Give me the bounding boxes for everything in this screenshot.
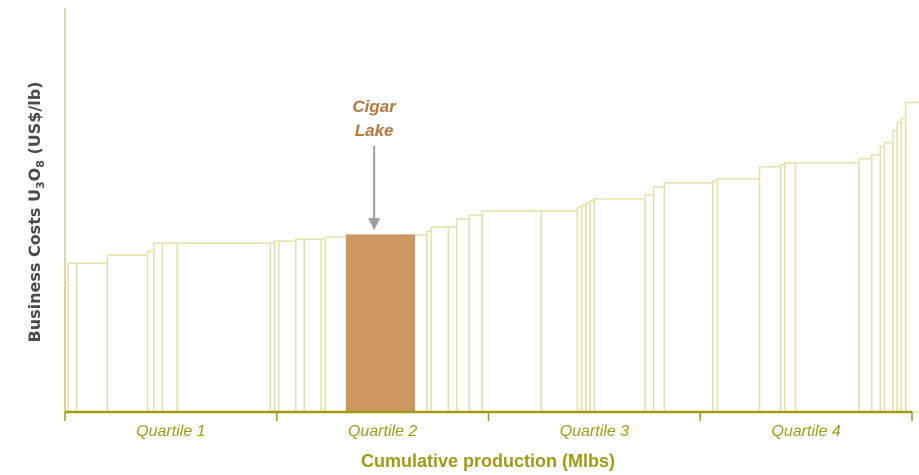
bar-23 [481, 210, 543, 413]
bar-35 [758, 166, 782, 413]
quartile-4-label: Quartile 4 [771, 423, 840, 440]
callout-line-1: Cigar [352, 97, 397, 116]
bar-12 [295, 238, 306, 413]
bar-2 [67, 262, 78, 413]
quartile-2-label: Quartile 2 [348, 423, 417, 440]
bar-4 [106, 254, 149, 413]
bar-32 [663, 182, 714, 413]
bar-46 [904, 101, 919, 413]
bar-13 [303, 238, 322, 413]
quartile-3-label: Quartile 3 [560, 423, 629, 440]
callout-arrow-head [368, 218, 381, 231]
bar-5 [146, 250, 155, 413]
bar-38 [794, 162, 860, 413]
bars-group [64, 101, 919, 413]
y-label-part-2: O [25, 168, 44, 182]
bar-22 [468, 214, 483, 413]
bar-37 [784, 162, 797, 413]
bar-34 [716, 178, 761, 413]
bar-15 [324, 236, 348, 413]
bar-6 [153, 242, 164, 413]
quartile-labels: Quartile 1 Quartile 2 Quartile 3 Quartil… [136, 423, 841, 440]
bar-7 [161, 242, 178, 413]
bar-24 [540, 210, 579, 413]
x-axis-label: Cumulative production (Mlbs) [361, 451, 615, 471]
bar-3 [75, 262, 109, 413]
callout-line-2: Lake [355, 121, 394, 140]
bar-40 [871, 153, 881, 413]
cigar-lake-callout: Cigar Lake [352, 97, 397, 231]
bar-42 [883, 141, 894, 413]
bar-11 [278, 240, 297, 413]
bar-cigar-lake [345, 234, 416, 413]
bar-30 [644, 194, 655, 413]
bar-17 [413, 234, 428, 413]
quartile-ticks [64, 412, 913, 421]
y-label-part-3: (US$/lb) [25, 82, 44, 161]
quartile-1-label: Quartile 1 [136, 423, 205, 440]
bar-31 [652, 186, 666, 413]
bar-19 [430, 226, 450, 413]
y-axis-label: Business Costs U3O8 (US$/lb) [25, 82, 47, 343]
y-label-subscript-3: 3 [34, 181, 47, 189]
bar-21 [455, 218, 471, 413]
bar-39 [858, 157, 873, 413]
bar-8 [176, 242, 272, 413]
y-label-part-1: Business Costs U [25, 189, 44, 342]
bar-29 [593, 198, 646, 413]
y-label-subscript-8: 8 [34, 160, 47, 168]
bar-20 [447, 226, 458, 413]
